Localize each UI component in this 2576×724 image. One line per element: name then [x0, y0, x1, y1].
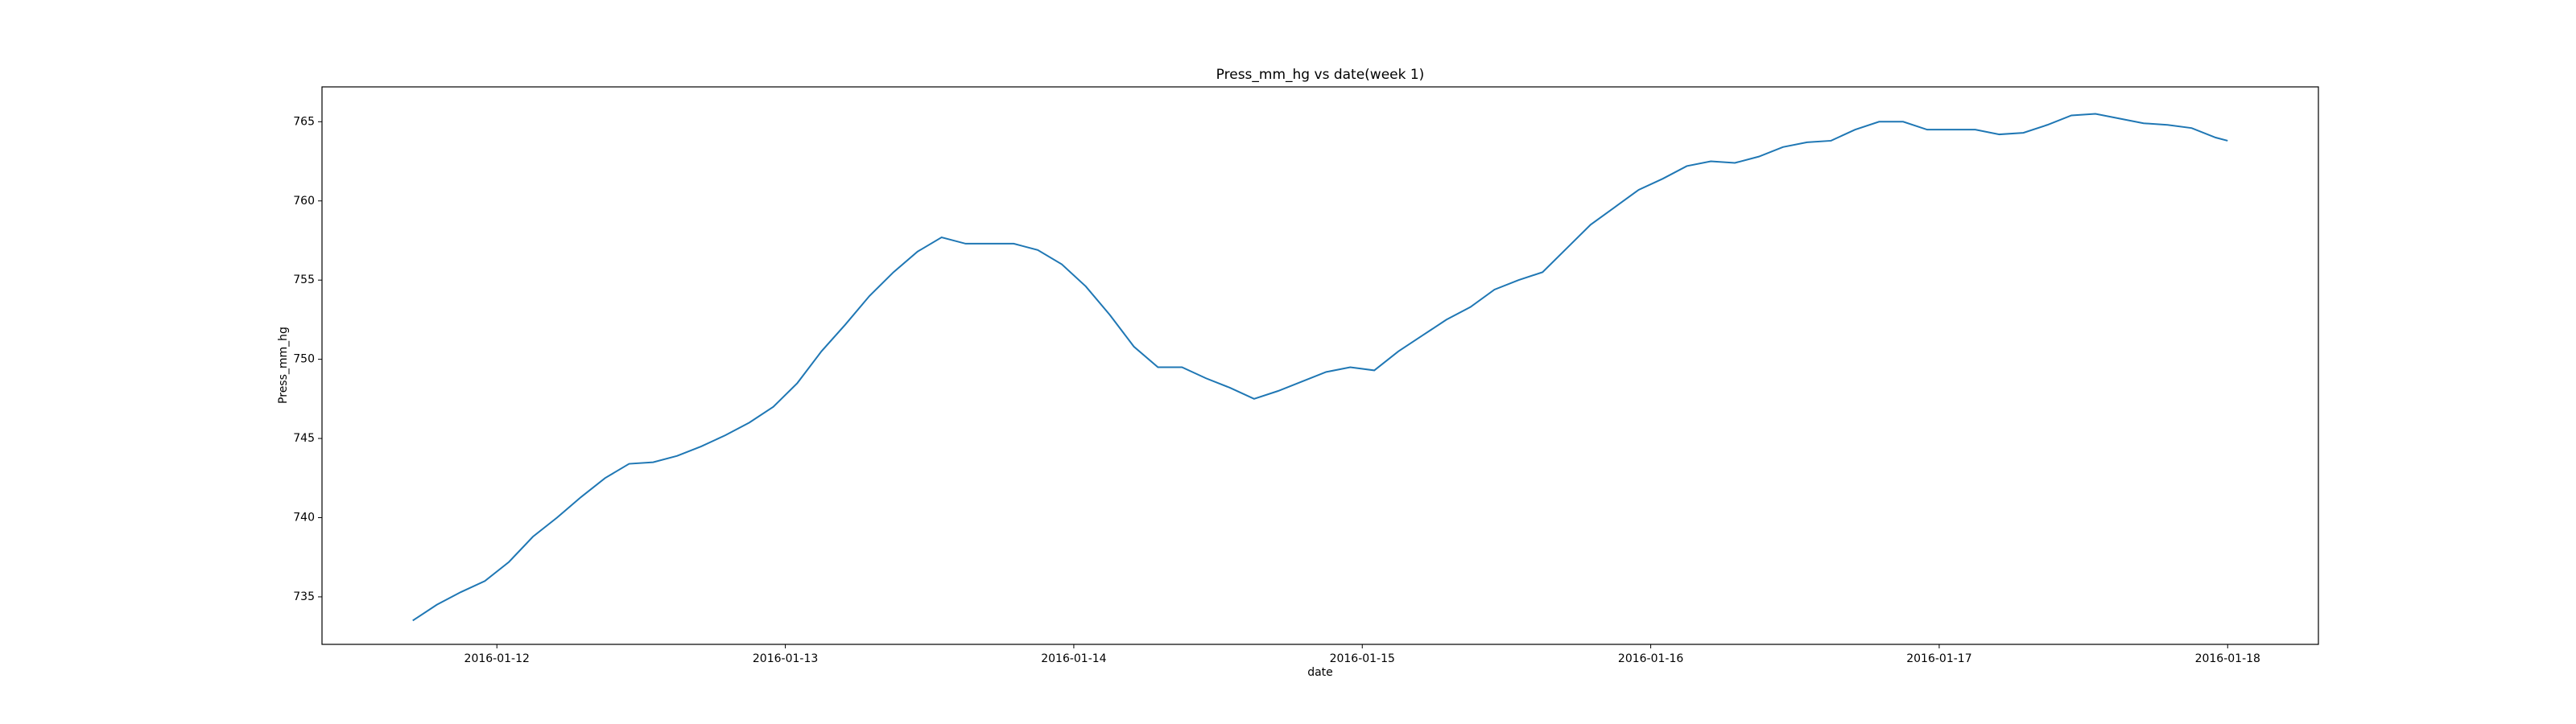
y-tick-label: 755: [293, 274, 315, 286]
chart-title: Press_mm_hg vs date(week 1): [1216, 67, 1425, 83]
y-tick-label: 760: [293, 195, 315, 208]
y-tick-label: 740: [293, 512, 315, 524]
x-tick-label: 2016-01-13: [753, 652, 818, 665]
y-tick-label: 735: [293, 590, 315, 603]
x-tick-label: 2016-01-14: [1041, 652, 1106, 665]
x-axis-label: date: [1307, 666, 1333, 679]
y-tick-label: 765: [293, 115, 315, 128]
y-tick-label: 745: [293, 432, 315, 445]
data-line: [412, 113, 2228, 622]
x-tick-label: 2016-01-12: [464, 652, 530, 665]
x-tick-label: 2016-01-15: [1330, 652, 1395, 665]
y-axis-label: Press_mm_hg: [277, 327, 290, 404]
x-tick-label: 2016-01-16: [1618, 652, 1683, 665]
x-tick-label: 2016-01-18: [2195, 652, 2260, 665]
x-tick-label: 2016-01-17: [1906, 652, 1971, 665]
plot-frame: [321, 86, 2319, 645]
y-tick-label: 750: [293, 353, 315, 366]
